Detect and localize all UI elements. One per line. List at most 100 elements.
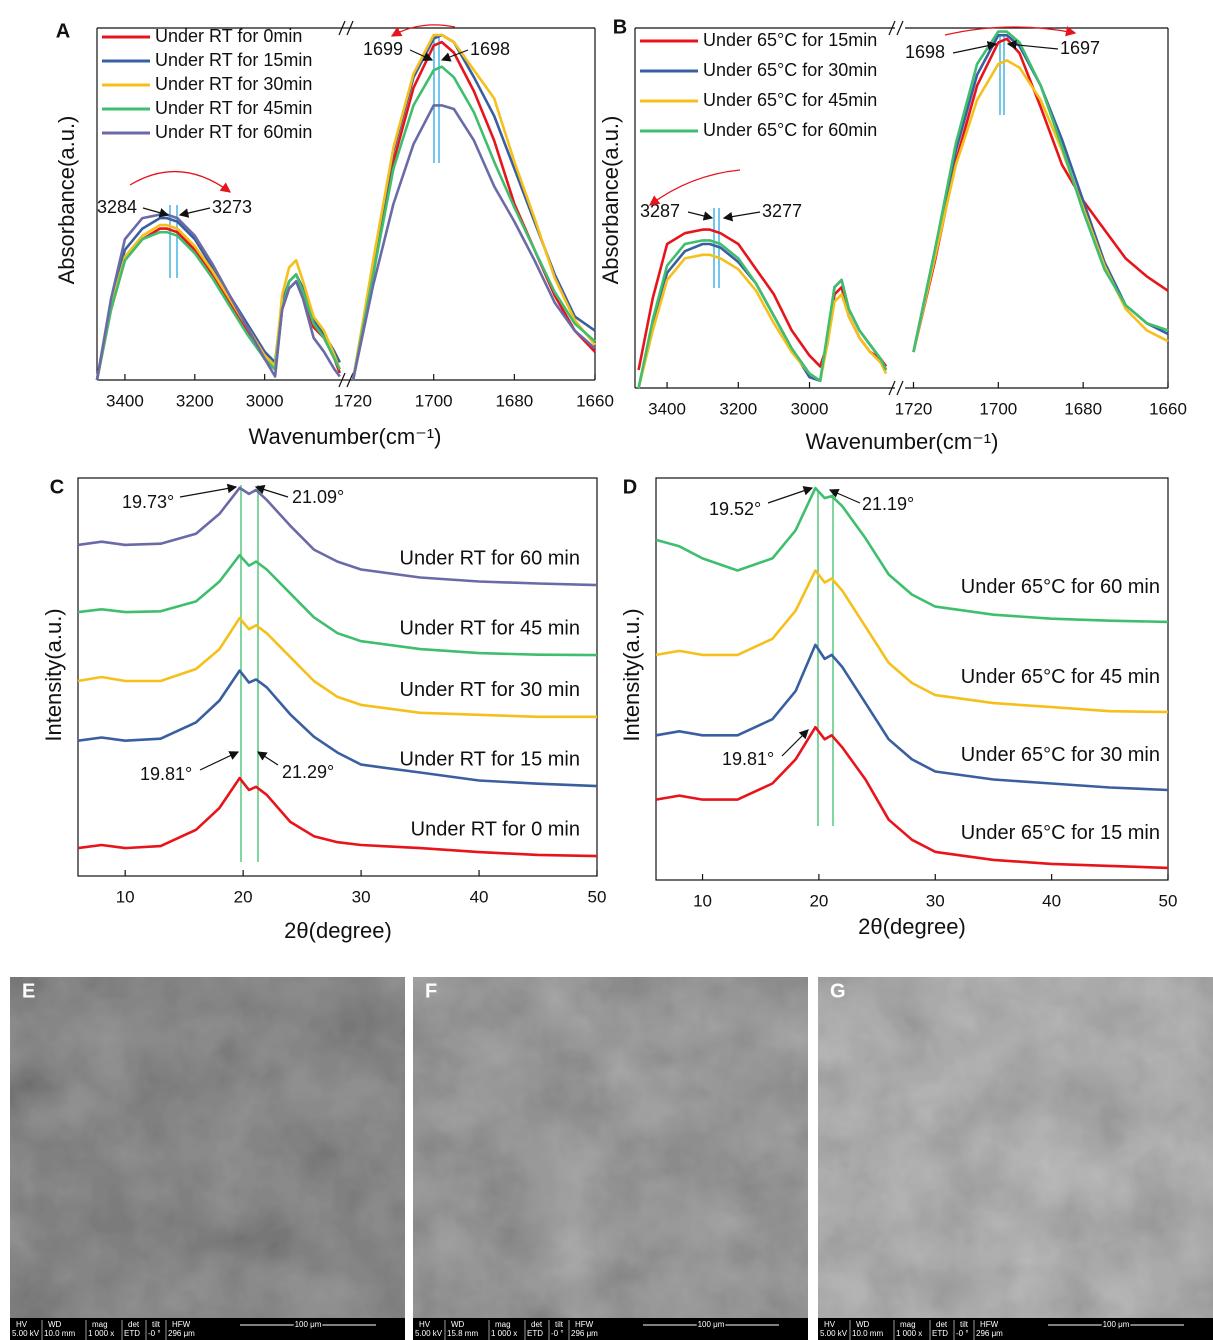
series-line — [77, 616, 597, 719]
x-tick-label: 50 — [1159, 891, 1178, 910]
series-label: Under RT for 0 min — [411, 818, 580, 840]
info-value: ETD — [124, 1329, 140, 1338]
annotation: 1697 — [1060, 38, 1100, 58]
info-header: mag — [900, 1320, 916, 1329]
x-tick-label: 1720 — [895, 399, 933, 418]
info-value: -0 ° — [551, 1329, 564, 1338]
series-line — [912, 33, 1169, 353]
x-tick-label: 20 — [234, 887, 253, 906]
annotation: 1699 — [363, 39, 403, 59]
info-header: det — [128, 1320, 140, 1329]
axis-frame — [635, 27, 895, 389]
x-tick-label: 1700 — [979, 399, 1017, 418]
annotation-arrow — [1006, 40, 1059, 50]
x-tick-label: 3400 — [106, 391, 144, 410]
series-line — [912, 30, 1169, 353]
info-value: 1 000 x — [88, 1329, 114, 1338]
x-tick-label: 30 — [926, 891, 945, 910]
info-value: 1 000 x — [896, 1329, 922, 1338]
info-value: ETD — [932, 1329, 948, 1338]
legend-label: Under RT for 0min — [155, 26, 302, 46]
annotation-arrow — [142, 207, 170, 218]
legend-label: Under 65°C for 45min — [703, 90, 877, 110]
sem-texture — [413, 977, 808, 1318]
x-axis-title: Wavenumber(cm⁻¹) — [249, 424, 442, 449]
series-label: Under RT for 15 min — [400, 748, 580, 770]
info-header: HFW — [172, 1320, 191, 1329]
panel-label: C — [50, 476, 64, 498]
info-header: det — [531, 1320, 543, 1329]
series-line — [637, 253, 888, 389]
shift-arrow — [944, 26, 1077, 37]
scale-label: 100 μm — [698, 1320, 725, 1329]
axis-frame — [634, 28, 1169, 388]
annotation-arrow — [178, 207, 211, 218]
x-tick-label: 1680 — [495, 391, 533, 410]
panel-label: A — [56, 20, 70, 42]
x-tick-label: 20 — [809, 891, 828, 910]
annotation: 19.73° — [122, 492, 174, 512]
axis-break — [338, 20, 354, 36]
info-bar — [10, 1318, 405, 1340]
x-tick-label: 1680 — [1064, 399, 1102, 418]
legend-label: Under RT for 30min — [155, 74, 312, 94]
info-header: mag — [495, 1320, 511, 1329]
info-header: HV — [824, 1320, 836, 1329]
annotation-arrow — [952, 41, 998, 54]
legend-label: Under RT for 15min — [155, 50, 312, 70]
annotation-arrow — [722, 211, 761, 222]
info-value: 1 000 x — [491, 1329, 517, 1338]
scale-label: 100 μm — [295, 1320, 322, 1329]
x-tick-label: 1660 — [576, 391, 614, 410]
annotation-arrow — [440, 49, 469, 62]
series-label: Under 65°C for 30 min — [961, 744, 1160, 766]
axis-frame — [345, 27, 595, 381]
series-line — [77, 486, 598, 587]
x-axis-title: Wavenumber(cm⁻¹) — [806, 429, 999, 454]
series-label: Under 65°C for 45 min — [961, 666, 1160, 688]
series-line — [95, 230, 341, 381]
annotation: 3277 — [762, 201, 802, 221]
info-value: 296 μm — [976, 1329, 1003, 1338]
legend-label: Under RT for 60min — [155, 122, 312, 142]
shift-arrow — [648, 169, 741, 206]
panel-label: B — [613, 16, 627, 38]
info-header: WD — [856, 1320, 870, 1329]
series-label: Under 65°C for 15 min — [961, 822, 1160, 844]
x-tick-label: 1700 — [415, 391, 453, 410]
legend-label: Under 65°C for 60min — [703, 120, 877, 140]
y-axis-title: Absorbance(a.u.) — [54, 116, 79, 285]
axis-break — [888, 380, 904, 396]
axis-frame — [77, 477, 598, 877]
series-line — [351, 40, 596, 381]
scale-label: 100 μm — [1103, 1320, 1130, 1329]
x-tick-label: 40 — [470, 887, 489, 906]
x-tick-label: 30 — [352, 887, 371, 906]
info-header: HV — [419, 1320, 431, 1329]
x-axis-title: 2θ(degree) — [284, 918, 392, 943]
series-line — [655, 569, 1169, 714]
series-label: Under 65°C for 60 min — [961, 576, 1160, 598]
series-line — [351, 65, 596, 381]
annotation: 3273 — [212, 197, 252, 217]
annotation: 19.81° — [722, 749, 774, 769]
info-header: HFW — [980, 1320, 999, 1329]
annotation: 21.09° — [292, 487, 344, 507]
x-axis-title: 2θ(degree) — [858, 914, 966, 939]
legend-label: Under 65°C for 30min — [703, 60, 877, 80]
info-value: 15.8 mm — [447, 1329, 478, 1338]
annotation: 19.52° — [709, 499, 761, 519]
x-tick-label: 3400 — [648, 399, 686, 418]
series-line — [637, 239, 888, 389]
series-line — [95, 213, 341, 381]
annotation: 21.19° — [862, 494, 914, 514]
annotation-arrow — [781, 729, 809, 757]
info-header: det — [936, 1320, 948, 1329]
image-label: F — [425, 980, 437, 1002]
info-value: 5.00 kV — [415, 1329, 443, 1338]
y-axis-title: Absorbance(a.u.) — [598, 116, 623, 285]
annotation: 19.81° — [140, 764, 192, 784]
series-line — [912, 37, 1169, 353]
series-line — [351, 33, 596, 381]
annotation: 21.29° — [282, 762, 334, 782]
